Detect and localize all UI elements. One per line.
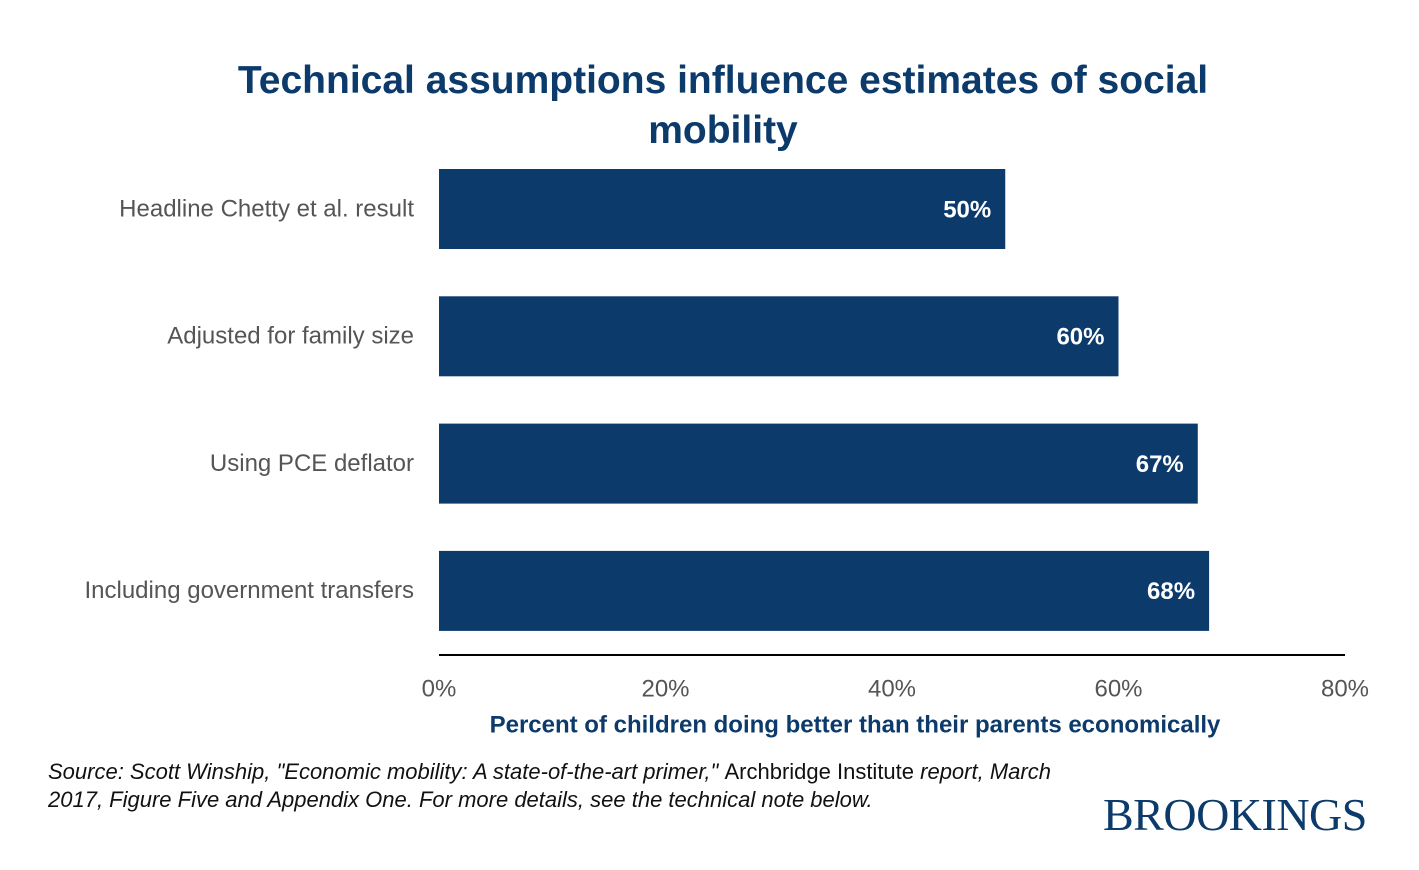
x-tick-label: 0% [422,675,457,702]
chart-title: Technical assumptions influence estimate… [237,59,1209,152]
bar [439,296,1119,377]
y-tick-label: Using PCE deflator [210,450,414,477]
x-tick-label: 20% [641,675,689,702]
source-text: report, March 2017, Figure Five and Appe… [48,759,1051,812]
x-tick-label: 40% [868,675,916,702]
bar [439,550,1210,631]
x-tick-label: 60% [1094,675,1142,702]
y-tick-label: Headline Chetty et al. result [119,195,414,222]
value-label: 68% [1147,578,1195,605]
x-tick-label: 80% [1321,675,1369,702]
y-tick-label: Including government transfers [84,577,414,604]
bar [439,169,1006,249]
source-text: Archbridge Institute [724,759,915,784]
logo: BROOKINGS [1103,789,1367,840]
source-text: Source: Scott Winship, "Economic mobilit… [48,759,725,784]
value-label: 67% [1136,451,1184,478]
x-axis-label: Percent of children doing better than th… [490,711,1221,738]
y-tick-label: Adjusted for family size [167,323,414,350]
value-label: 60% [1056,324,1104,351]
bar [439,423,1198,504]
value-label: 50% [943,196,991,223]
source-note: Source: Scott Winship, "Economic mobilit… [48,758,1078,814]
